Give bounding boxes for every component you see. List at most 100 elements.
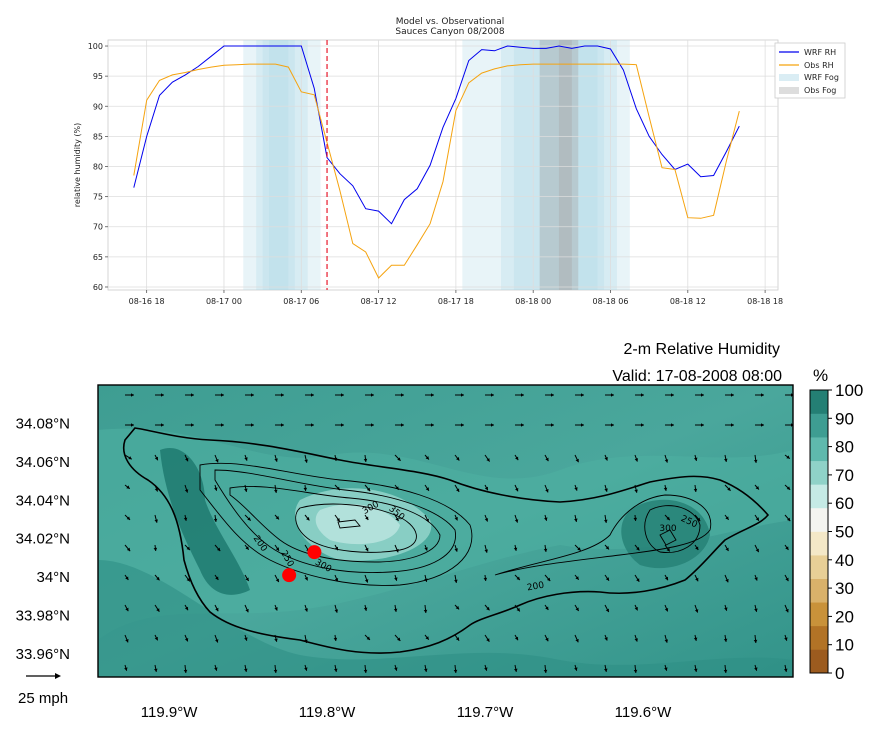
wind-arrowhead <box>694 609 699 613</box>
colorbar-tick-label: 90 <box>835 409 854 428</box>
wind-key-arrowhead <box>55 673 61 679</box>
wrf-fog-span <box>500 40 617 290</box>
colorbar-ticks: 0 10 20 30 40 50 60 70 80 90 100 <box>828 381 863 683</box>
wind-arrowhead <box>545 606 549 610</box>
wind-arrowhead <box>516 607 520 612</box>
rh-field-band <box>98 428 793 640</box>
map-valid-time: Valid: 17-08-2008 08:00 <box>612 368 782 385</box>
wind-arrowhead <box>125 638 129 643</box>
wind-arrowhead <box>701 393 704 397</box>
wind-arrowhead <box>273 669 278 673</box>
wind-arrowhead <box>725 516 729 520</box>
wind-arrowhead <box>365 516 369 521</box>
y-tick-label: 60 <box>93 283 103 292</box>
wind-arrowhead <box>754 577 758 581</box>
wind-arrowhead <box>336 486 340 491</box>
wind-arrowhead <box>306 516 310 521</box>
wind-arrowhead <box>491 423 494 427</box>
wind-arrowhead <box>461 423 464 427</box>
wind-arrowhead <box>701 423 704 427</box>
lat-tick-label: 33.98°N <box>16 608 70 625</box>
wind-arrowhead <box>575 458 579 463</box>
wind-arrowhead <box>611 423 614 427</box>
colorbar-tick-label: 50 <box>835 523 854 542</box>
wind-arrowhead <box>184 489 189 493</box>
wind-arrowhead <box>423 668 428 672</box>
wind-arrowhead <box>221 423 224 427</box>
colorbar-tick-label: 70 <box>835 466 854 485</box>
x-tick-label: 08-17 12 <box>361 297 397 306</box>
wind-arrowhead <box>605 608 609 613</box>
wind-arrowhead <box>575 638 579 643</box>
wind-arrowhead <box>311 423 314 427</box>
wind-arrowhead <box>484 667 488 671</box>
wind-arrowhead <box>486 638 490 642</box>
wrf-fog-span <box>243 40 321 290</box>
wind-arrowhead <box>786 517 791 522</box>
x-tick-label: 08-18 06 <box>593 297 629 306</box>
wind-arrowhead <box>575 607 579 612</box>
wind-arrowhead <box>755 548 759 553</box>
rh-timeseries-chart: Model vs. Observational Sauces Canyon 08… <box>73 17 846 306</box>
wind-arrowhead <box>186 577 190 582</box>
wind-arrowhead <box>784 637 788 641</box>
wind-arrowhead <box>455 637 460 641</box>
wind-arrowhead <box>581 423 584 427</box>
wind-arrowhead <box>754 608 758 612</box>
wind-arrowhead <box>366 487 371 492</box>
wind-arrowhead <box>281 393 284 397</box>
wind-arrowhead <box>611 393 614 397</box>
wrf-fog-span <box>513 40 605 290</box>
y-tick-label: 95 <box>93 72 103 81</box>
wind-arrowhead <box>334 578 339 582</box>
contour-label: 200 <box>526 581 545 594</box>
wrf-fog-span <box>539 40 598 290</box>
wind-arrowhead <box>664 667 668 671</box>
colorbar-cell <box>810 413 828 438</box>
wind-arrowhead <box>664 576 669 581</box>
wind-arrowhead <box>153 668 158 672</box>
wind-arrowhead <box>221 393 224 397</box>
wind-arrowhead <box>486 458 490 462</box>
legend-label-obs-rh: Obs RH <box>804 61 834 70</box>
wind-arrowhead <box>693 637 698 641</box>
wind-arrowhead <box>491 393 494 397</box>
wind-arrowhead <box>514 519 519 523</box>
wind-arrowhead <box>785 608 789 613</box>
wind-arrowhead <box>761 423 764 427</box>
wind-arrowhead <box>156 576 160 581</box>
wind-arrowhead <box>664 639 669 643</box>
wind-arrowhead <box>543 669 548 673</box>
chart-subtitle: Sauces Canyon 08/2008 <box>395 27 505 37</box>
wind-arrowhead <box>513 668 518 672</box>
wind-arrowhead <box>424 578 428 582</box>
legend: WRF RH Obs RH WRF Fog Obs Fog <box>774 42 846 99</box>
x-tick-label: 08-17 06 <box>283 297 319 306</box>
legend-label-obs-fog: Obs Fog <box>804 86 836 95</box>
wind-arrowhead <box>333 637 338 641</box>
rh-field-south <box>98 560 793 677</box>
contour-200-east <box>494 494 712 576</box>
wind-arrowhead <box>341 393 344 397</box>
wind-arrowhead <box>126 547 131 552</box>
wind-arrowhead <box>334 546 339 551</box>
colorbar-tick-label: 30 <box>835 579 854 598</box>
wind-arrowhead <box>393 608 398 612</box>
wind-arrowhead <box>275 547 280 551</box>
wind-arrowhead <box>453 669 458 673</box>
wind-arrowhead <box>761 393 764 397</box>
wind-arrowhead <box>455 605 460 610</box>
wind-arrowhead <box>551 423 554 427</box>
wind-arrowhead <box>484 486 488 491</box>
contour-300-east <box>644 505 701 553</box>
x-tick-label: 08-18 18 <box>747 297 783 306</box>
x-tick-label: 08-17 00 <box>206 297 242 306</box>
grid-lines <box>108 40 778 290</box>
wind-arrowhead <box>671 423 674 427</box>
wind-arrowhead <box>731 423 734 427</box>
wind-arrowhead <box>515 456 519 461</box>
wind-arrowhead <box>397 457 401 461</box>
wind-arrowhead <box>633 517 638 521</box>
legend-swatch-wrf-fog <box>779 74 799 81</box>
